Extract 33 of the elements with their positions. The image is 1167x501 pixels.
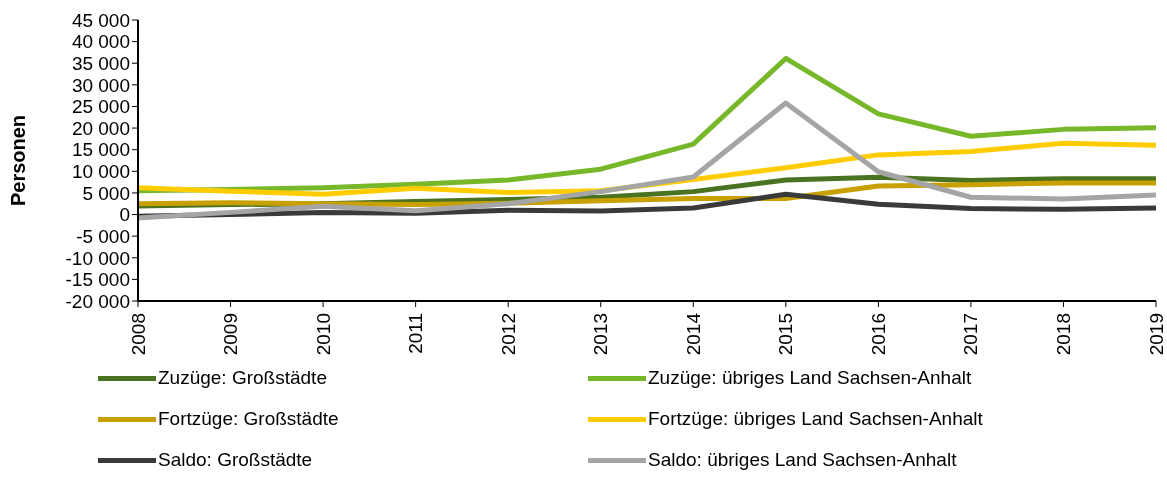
x-tick-label: 2008	[127, 313, 149, 356]
y-tick-label: 45 000	[71, 9, 130, 31]
x-tick-label: 2018	[1052, 313, 1074, 356]
y-tick-label: -15 000	[65, 269, 130, 291]
legend-label: Fortzüge: Großstädte	[158, 408, 339, 430]
y-tick-label: 20 000	[71, 117, 130, 139]
legend-label: Zuzüge: Großstädte	[158, 367, 327, 389]
y-axis-title: Personen	[7, 114, 30, 207]
x-tick-label: 2012	[497, 313, 519, 356]
x-tick-label: 2017	[960, 313, 982, 356]
y-tick-label: 10 000	[71, 161, 130, 183]
x-tick-label: 2014	[682, 312, 704, 356]
y-tick-label: 30 000	[71, 74, 130, 96]
x-tick-label: 2013	[590, 313, 612, 356]
x-tick-label: 2010	[312, 313, 334, 356]
y-tick-label: 40 000	[71, 31, 130, 53]
legend-label: Saldo: übriges Land Sachsen-Anhalt	[648, 449, 957, 471]
y-tick-label: -5 000	[76, 225, 130, 247]
y-tick-label: 35 000	[71, 52, 130, 74]
legend-label: Zuzüge: übriges Land Sachsen-Anhalt	[648, 367, 972, 389]
x-tick-label: 2016	[867, 313, 889, 356]
x-tick-label: 2019	[1145, 313, 1167, 356]
y-tick-label: -20 000	[65, 290, 130, 312]
y-tick-label: -10 000	[65, 247, 130, 269]
y-tick-label: 5 000	[82, 182, 130, 204]
legend-label: Saldo: Großstädte	[158, 449, 313, 471]
y-tick-label: 25 000	[71, 96, 130, 118]
legend-label: Fortzüge: übriges Land Sachsen-Anhalt	[648, 408, 983, 430]
x-tick-label: 2009	[220, 313, 242, 356]
x-tick-label: 2011	[405, 313, 427, 354]
y-tick-label: 15 000	[71, 139, 130, 161]
y-tick-label: 0	[119, 204, 130, 226]
x-tick-label: 2015	[775, 313, 797, 356]
